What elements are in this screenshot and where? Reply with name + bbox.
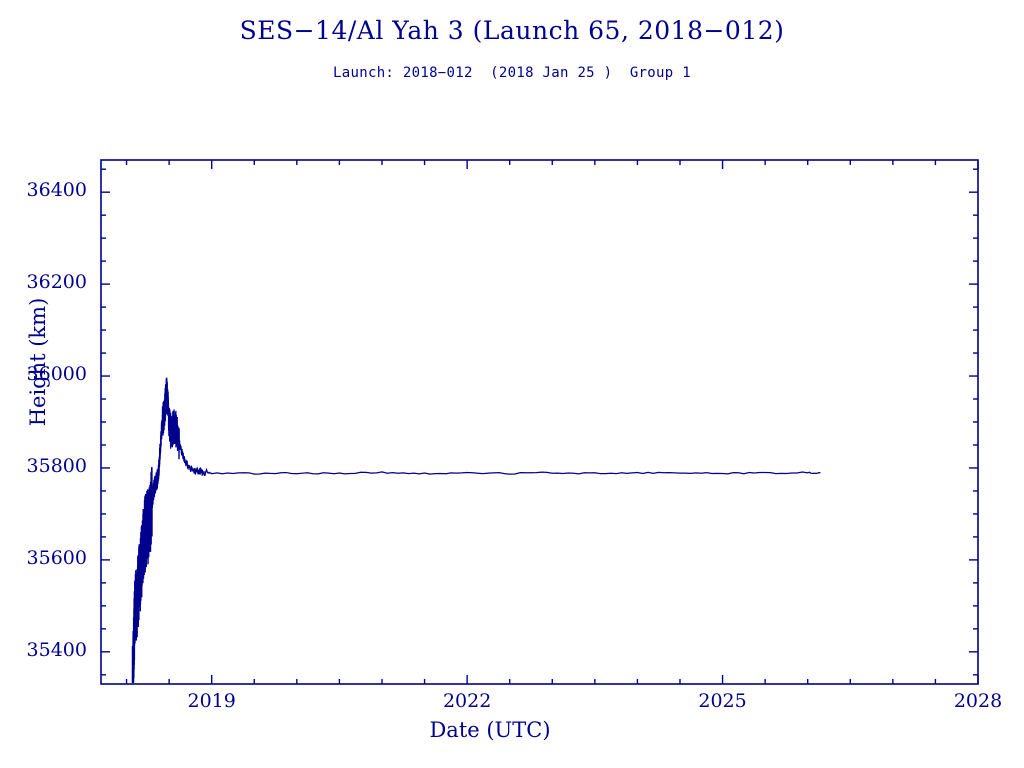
x-tick-label: 2019 [187,690,236,712]
axis-ticks [101,160,979,684]
y-tick-label: 36000 [26,363,87,386]
y-tick-label: 36200 [26,271,87,294]
x-axis-label: Date (UTC) [429,718,551,742]
plot-frame [100,159,979,685]
x-tick-label: 2028 [953,690,1003,712]
x-tick-label: 2022 [442,690,492,712]
y-tick-label: 35800 [26,454,87,477]
y-axis-label: Height (km) [26,297,50,427]
y-tick-label: 35400 [26,638,87,661]
data-series-height [131,377,821,683]
chart-subtitle: Launch: 2018−012 (2018 Jan 25 ) Group 1 [333,65,691,81]
height-trace [131,377,821,683]
y-tick-label: 36400 [26,179,87,202]
x-tick-label: 2025 [698,690,747,712]
chart-title: SES−14/Al Yah 3 (Launch 65, 2018−012) [239,16,785,45]
y-tick-label: 35600 [26,546,87,569]
